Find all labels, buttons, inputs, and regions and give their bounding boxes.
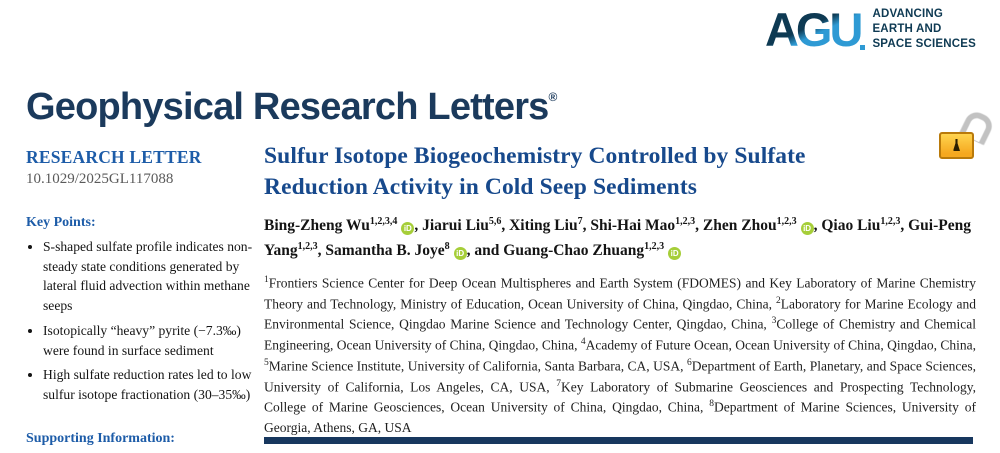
- agu-tagline-line: ADVANCING: [872, 8, 944, 21]
- author-separator: ,: [900, 217, 909, 235]
- author-name: Qiao Liu: [821, 217, 881, 235]
- author-name: Samantha B. Joye: [325, 242, 445, 260]
- affiliation-sup: 2: [776, 295, 781, 306]
- affiliation-sup: 7: [556, 378, 562, 389]
- section-divider-bar: [264, 437, 973, 444]
- author-separator: ,: [414, 217, 423, 235]
- orcid-icon[interactable]: iD: [401, 222, 415, 236]
- agu-logo: AGU ADVANCING EARTH AND SPACE SCIENCES: [765, 6, 976, 53]
- key-point: Isotopically “heavy” pyrite (−7.3‰) were…: [43, 321, 254, 360]
- affiliations: 1Frontiers Science Center for Deep Ocean…: [264, 273, 976, 439]
- author-name: Bing-Zheng Wu: [264, 217, 370, 235]
- supporting-info-heading: Supporting Information:: [26, 430, 175, 446]
- author-affiliation-sup: 5,6: [488, 216, 502, 228]
- author-separator: ,: [501, 217, 510, 235]
- article-title: Sulfur Isotope Biogeochemistry Controlle…: [264, 143, 806, 201]
- author-affiliation-sup: 1,2,3: [297, 240, 318, 252]
- author-affiliation-sup: 7: [577, 216, 583, 228]
- author-affiliation-sup: 1,2,3,4: [369, 216, 398, 228]
- affiliation-sup: 6: [687, 357, 692, 368]
- affiliation-text: College of Chemistry and Chemical Engine…: [264, 316, 976, 353]
- affiliation-text: Academy of Future Ocean, Ocean Universit…: [585, 337, 976, 353]
- key-points-list: S-shaped sulfate profile indicates non-s…: [26, 237, 254, 405]
- main-column: Sulfur Isotope Biogeochemistry Controlle…: [264, 141, 976, 438]
- author-affiliation-sup: 1,2,3: [644, 240, 665, 252]
- left-column: RESEARCH LETTER 10.1029/2025GL117088 Key…: [26, 147, 254, 453]
- affiliation-text: Department of Marine Sciences, Universit…: [264, 399, 976, 436]
- author-separator: ,: [466, 242, 475, 260]
- agu-wordmark-icon: AGU: [765, 6, 866, 53]
- agu-tagline-line: EARTH AND: [872, 23, 942, 36]
- registered-mark: ®: [548, 90, 558, 104]
- author-line: Bing-Zheng Wu1,2,3,4iD, Jiarui Liu5,6, X…: [264, 214, 976, 264]
- author-separator: ,: [317, 242, 326, 260]
- author-name: Zhen Zhou: [702, 217, 777, 235]
- affiliation-text: Laboratory for Marine Ecology and Enviro…: [264, 296, 977, 332]
- affiliation-text: Department of Earth, Planetary, and Spac…: [264, 358, 976, 395]
- author-affiliation-sup: 8: [444, 240, 450, 252]
- affiliation-sup: 1: [264, 274, 269, 285]
- affiliation-text: Key Laboratory of Submarine Geosciences …: [264, 379, 976, 415]
- key-point: S-shaped sulfate profile indicates non-s…: [43, 237, 254, 316]
- agu-tagline-line: SPACE SCIENCES: [872, 37, 976, 50]
- open-access-lock-icon: [936, 108, 996, 166]
- author-separator: ,: [813, 217, 822, 235]
- author-name: Gui-Peng Yang: [264, 217, 971, 260]
- author-conjunction: and: [474, 242, 504, 260]
- author-name: Shi-Hai Mao: [590, 217, 676, 235]
- lock-body: [939, 132, 974, 159]
- author-affiliation-sup: 1,2,3: [880, 216, 901, 228]
- key-point: High sulfate reduction rates led to low …: [43, 365, 254, 404]
- journal-title: Geophysical Research Letters®: [26, 86, 558, 128]
- author-affiliation-sup: 1,2,3: [776, 216, 797, 228]
- agu-tagline: ADVANCING EARTH AND SPACE SCIENCES: [872, 7, 976, 51]
- affiliation-sup: 8: [709, 399, 715, 410]
- affiliation-sup: 4: [580, 337, 586, 348]
- orcid-icon[interactable]: iD: [800, 222, 814, 236]
- key-points-heading: Key Points:: [26, 215, 96, 230]
- affiliation-sup: 3: [771, 316, 777, 327]
- author-separator: ,: [582, 217, 591, 235]
- lock-keyhole: [953, 139, 960, 151]
- agu-logo-dot: [860, 45, 866, 50]
- author-name: Jiarui Liu: [422, 217, 489, 235]
- author-name: Guang-Chao Zhuang: [503, 242, 645, 260]
- article-type-label: RESEARCH LETTER: [26, 147, 202, 167]
- affiliation-text: Frontiers Science Center for Deep Ocean …: [264, 275, 976, 312]
- author-separator: ,: [695, 217, 703, 235]
- affiliation-sup: 5: [264, 357, 269, 368]
- author-name: Xiting Liu: [509, 217, 578, 235]
- doi: 10.1029/2025GL117088: [26, 171, 174, 187]
- orcid-icon[interactable]: iD: [668, 247, 682, 261]
- orcid-icon[interactable]: iD: [453, 247, 467, 261]
- author-affiliation-sup: 1,2,3: [675, 216, 696, 228]
- affiliation-text: Marine Science Institute, University of …: [268, 358, 688, 374]
